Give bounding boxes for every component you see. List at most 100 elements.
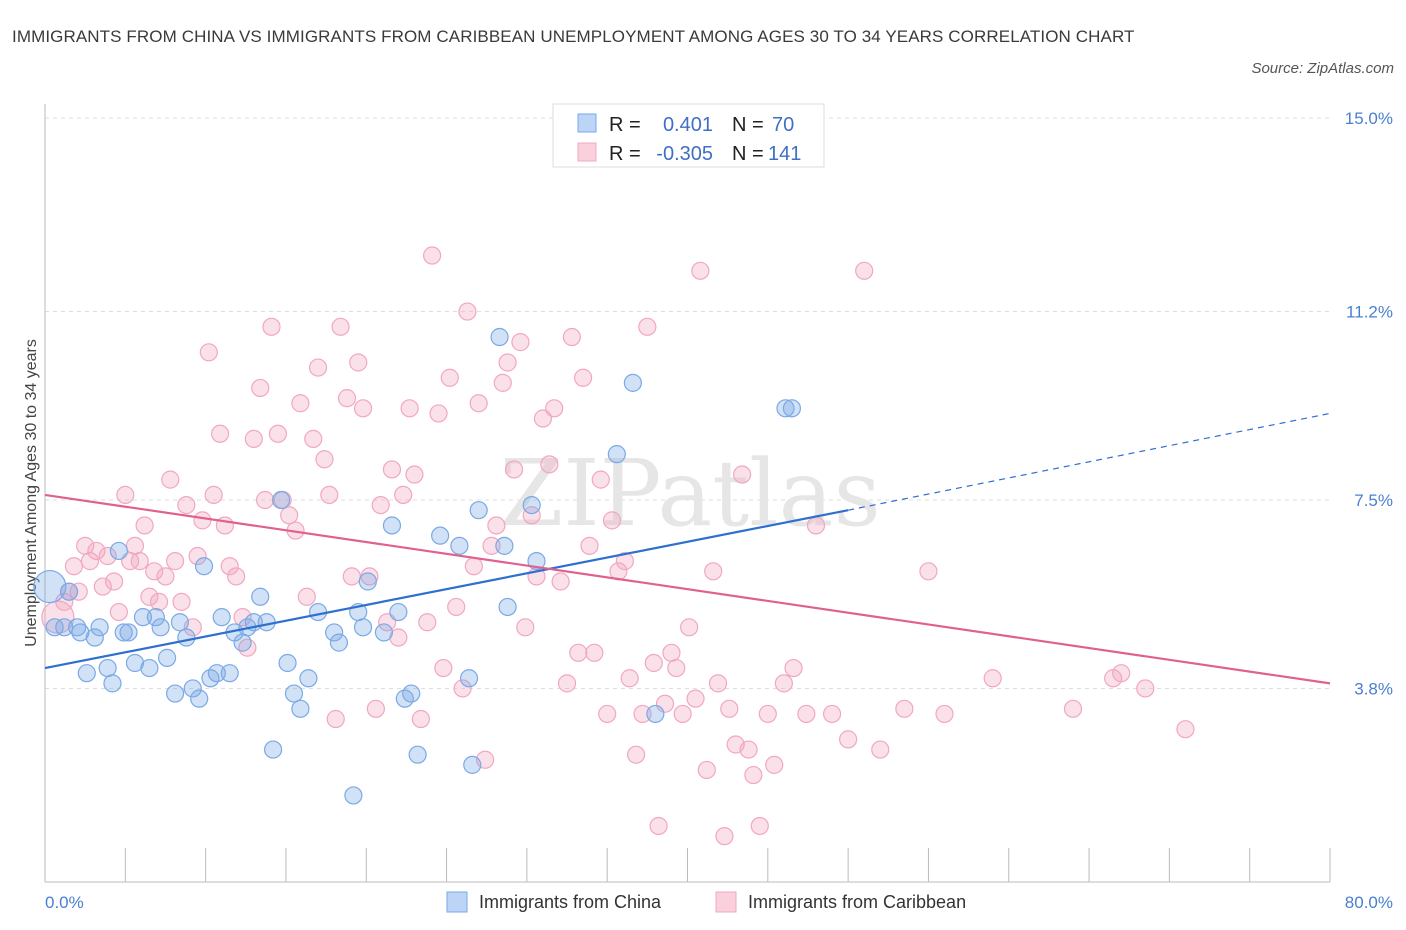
- caribbean-point: [262, 317, 281, 336]
- china-point: [498, 597, 517, 617]
- caribbean-point: [104, 572, 124, 591]
- caribbean-point: [378, 613, 397, 632]
- caribbean-point: [177, 495, 196, 515]
- caribbean-point: [418, 613, 437, 632]
- y-tick-label: 11.2%: [1346, 303, 1393, 322]
- caribbean-point: [80, 552, 100, 571]
- china-r-value: 0.401: [663, 114, 713, 136]
- caribbean-point: [797, 704, 816, 724]
- caribbean-point: [673, 704, 692, 724]
- caribbean-point: [469, 394, 488, 413]
- china-trend-extension: [848, 412, 1331, 511]
- caribbean-point: [573, 368, 593, 387]
- caribbean-point: [871, 740, 890, 759]
- china-point: [170, 613, 190, 632]
- y-tick-label: 15.0%: [1345, 109, 1393, 128]
- stats-legend-box: [552, 103, 825, 168]
- china-point: [299, 669, 318, 688]
- china-point: [522, 495, 541, 515]
- caribbean-point: [93, 577, 112, 596]
- caribbean-point: [739, 740, 758, 759]
- caribbean-point: [691, 261, 710, 280]
- caribbean-point: [145, 562, 164, 581]
- caribbean-point: [255, 490, 275, 510]
- china-point: [207, 664, 226, 683]
- china-point: [59, 582, 79, 601]
- china-point: [109, 541, 128, 561]
- china-point: [90, 618, 109, 637]
- caribbean-point: [353, 399, 373, 418]
- caribbean-point: [895, 699, 914, 718]
- caribbean-point: [371, 495, 390, 515]
- china-point: [166, 684, 185, 703]
- caribbean-point: [580, 536, 599, 555]
- trend-lines: [44, 412, 1331, 685]
- caribbean-point: [220, 557, 239, 576]
- caribbean-point: [498, 353, 517, 372]
- source-credit: Source: ZipAtlas.com: [1251, 60, 1394, 77]
- caribbean-point: [638, 317, 657, 336]
- caribbean-point: [149, 592, 169, 611]
- caribbean-point: [765, 755, 784, 774]
- caribbean-point: [304, 429, 323, 448]
- china-swatch: [577, 113, 597, 133]
- caribbean-point: [784, 658, 803, 678]
- china-point: [490, 327, 509, 347]
- caribbean-point: [434, 658, 453, 678]
- china-point: [408, 745, 427, 764]
- caribbean-point: [680, 618, 699, 637]
- caribbean-point: [482, 536, 501, 555]
- caribbean-point: [626, 745, 646, 764]
- china-point: [263, 740, 283, 759]
- china-point: [33, 569, 67, 604]
- caribbean-point: [411, 709, 430, 729]
- caribbean-point: [644, 653, 663, 673]
- caribbean-swatch: [577, 142, 597, 162]
- caribbean-point: [983, 669, 1002, 688]
- caribbean-trend-line: [44, 493, 1331, 685]
- caribbean-point: [447, 597, 466, 617]
- caribbean-point: [667, 658, 686, 678]
- china-n-value: 70: [772, 114, 794, 136]
- china-point: [776, 399, 795, 418]
- caribbean-point: [429, 404, 448, 423]
- caribbean-r-value: -0.305: [656, 143, 713, 165]
- china-point: [308, 602, 328, 622]
- caribbean-point: [251, 378, 270, 398]
- caribbean-point: [806, 516, 826, 535]
- china-point: [233, 633, 252, 652]
- china-points: [33, 327, 802, 805]
- y-axis-label: Unemployment Among Ages 30 to 34 years: [23, 339, 40, 647]
- gridlines: [45, 117, 1330, 689]
- caribbean-point: [382, 460, 402, 479]
- caribbean-point: [342, 567, 361, 586]
- china-r-label: R =: [609, 114, 641, 136]
- caribbean-point: [511, 333, 530, 352]
- china-legend-label: Immigrants from China: [479, 892, 662, 912]
- caribbean-point: [87, 541, 106, 561]
- china-point: [284, 684, 304, 703]
- x-tick-label-min: 0.0%: [45, 893, 84, 912]
- caribbean-point: [244, 429, 263, 448]
- china-point: [459, 669, 479, 688]
- caribbean-point: [400, 399, 419, 418]
- china-point: [114, 623, 133, 642]
- caribbean-point: [440, 368, 459, 387]
- y-tick-label: 3.8%: [1354, 679, 1393, 698]
- caribbean-point: [758, 704, 777, 724]
- caribbean-point: [320, 485, 339, 505]
- caribbean-point: [188, 546, 207, 566]
- caribbean-point: [109, 602, 128, 622]
- caribbean-point: [297, 587, 316, 606]
- caribbean-point: [487, 516, 506, 535]
- caribbean-point: [166, 552, 185, 571]
- caribbean-point: [720, 699, 739, 718]
- caribbean-point: [744, 765, 763, 785]
- china-point: [646, 704, 665, 724]
- caribbean-point: [715, 827, 734, 846]
- caribbean-point: [935, 704, 954, 724]
- china-point: [463, 755, 482, 774]
- caribbean-point: [704, 562, 723, 581]
- china-point: [71, 623, 90, 642]
